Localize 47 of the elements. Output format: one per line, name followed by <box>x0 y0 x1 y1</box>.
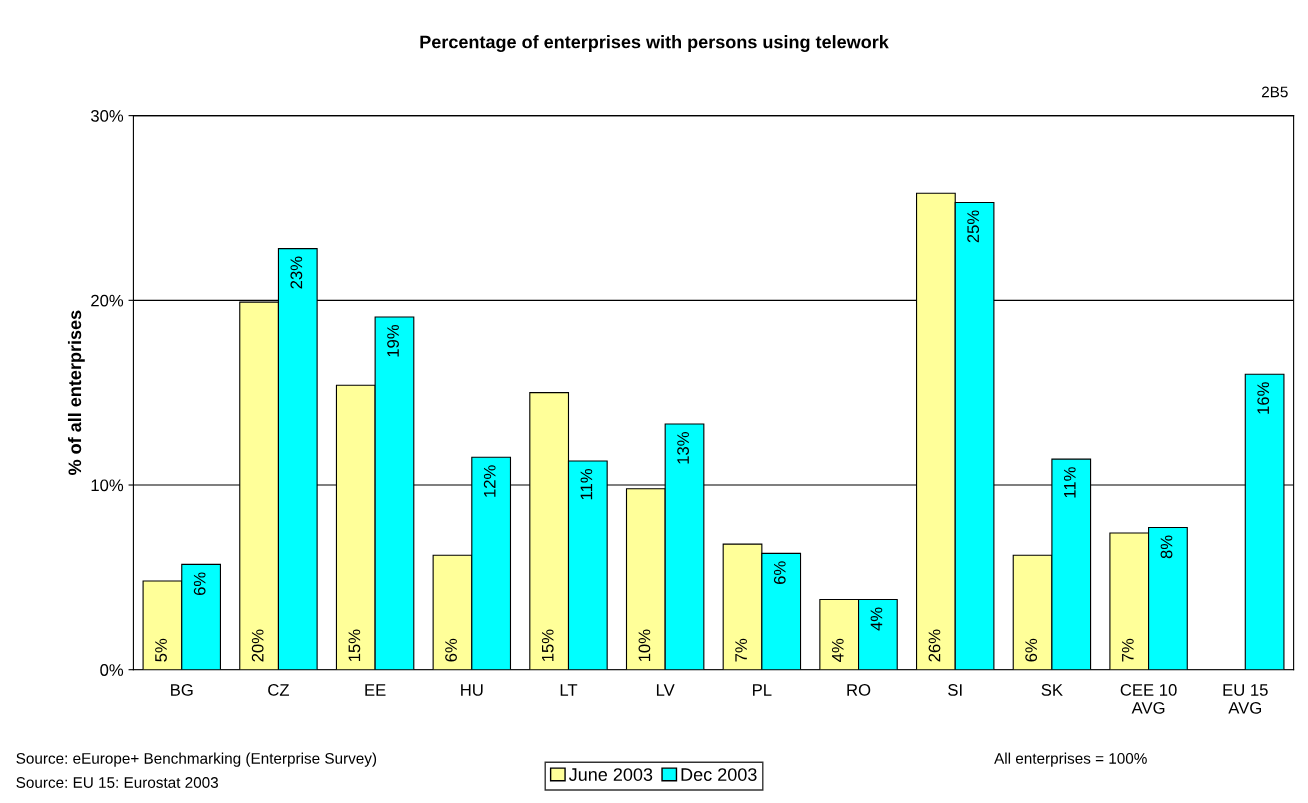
data-label: 5% <box>155 638 167 662</box>
data-label: 25% <box>967 210 980 243</box>
y-tick-label: 30% <box>90 110 124 122</box>
y-tick-label: 10% <box>91 479 124 492</box>
data-label: 10% <box>638 629 651 662</box>
x-tick-label: CEE 10 AVG <box>1120 684 1177 714</box>
text: 2B5 <box>1261 86 1288 98</box>
data-label: 15% <box>348 629 361 662</box>
x-tick-label: LV <box>656 684 675 696</box>
data-label: 26% <box>928 629 941 662</box>
data-label: 6% <box>1025 638 1038 662</box>
x-tick-label: PL <box>753 684 772 696</box>
data-label: 15% <box>541 629 554 662</box>
source-note: Source: eEurope+ Benchmarking (Enterprise Survey) <box>16 752 377 767</box>
source-note: Source: EU 15: Eurostat 2003 <box>16 777 218 788</box>
data-label: 4% <box>870 607 883 631</box>
data-label: 13% <box>677 432 689 464</box>
data-label: 6% <box>445 638 457 662</box>
x-tick-label: BG <box>171 684 193 696</box>
data-label: 6% <box>193 572 206 596</box>
data-label: 16% <box>1257 382 1270 414</box>
x-tick-label: EU 15 AVG <box>1223 684 1268 714</box>
x-tick-label: EE <box>365 684 386 696</box>
legend-label: June 2003 <box>568 768 653 781</box>
data-label: 19% <box>387 324 399 357</box>
data-label: 8% <box>1160 535 1173 559</box>
x-tick-label: SI <box>948 684 962 696</box>
data-label: 6% <box>773 561 786 584</box>
y-tick-label: 20% <box>91 294 124 307</box>
data-label: 11% <box>580 468 593 500</box>
y-axis-title: % of all enterprises <box>67 310 85 475</box>
data-label: 23% <box>290 256 303 289</box>
data-label: 20% <box>251 629 264 662</box>
data-label: 12% <box>483 465 496 497</box>
text: All enterprises = 100% <box>994 752 1147 767</box>
chart-title: Percentage of enterprises with persons using telework <box>420 35 889 53</box>
x-tick-label: HU <box>461 684 483 696</box>
data-label: 11% <box>1063 467 1076 498</box>
data-label: 4% <box>831 638 844 662</box>
data-label: 7% <box>1122 638 1134 662</box>
legend-label: Dec 2003 <box>681 768 757 781</box>
data-label: 7% <box>735 638 747 662</box>
x-tick-label: LT <box>560 684 578 696</box>
y-tick-label: 0% <box>100 664 124 676</box>
x-tick-label: CZ <box>268 684 290 696</box>
x-tick-label: RO <box>847 684 871 696</box>
x-tick-label: SK <box>1041 684 1063 696</box>
